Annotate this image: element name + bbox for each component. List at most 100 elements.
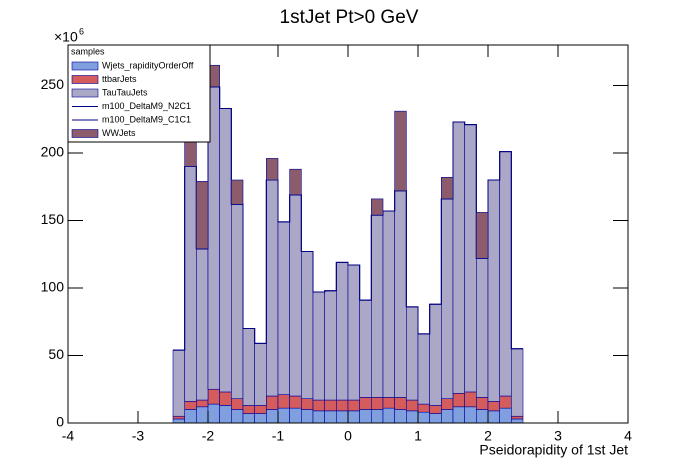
legend-swatch bbox=[71, 61, 99, 71]
histogram-bar bbox=[476, 257, 489, 398]
y-tick-label: 0 bbox=[56, 414, 64, 430]
y-multiplier: ×10 bbox=[54, 29, 78, 45]
legend-label: WWJets bbox=[102, 128, 136, 138]
histogram-bar bbox=[511, 415, 524, 420]
histogram-bar bbox=[511, 418, 524, 424]
histogram-bar bbox=[441, 398, 454, 410]
histogram-bar bbox=[406, 410, 419, 424]
histogram-bar bbox=[196, 248, 209, 401]
histogram-bar bbox=[487, 410, 500, 424]
x-tick-label: -2 bbox=[202, 428, 215, 444]
y-tick-label: 150 bbox=[41, 211, 65, 227]
histogram-bar bbox=[429, 413, 442, 424]
histogram-bar bbox=[382, 407, 395, 424]
histogram-bar bbox=[184, 409, 197, 424]
histogram-bar bbox=[476, 212, 489, 259]
histogram-bar bbox=[499, 407, 512, 424]
histogram-bar bbox=[499, 395, 512, 409]
histogram-bar bbox=[429, 405, 442, 414]
histogram-bar bbox=[172, 415, 185, 420]
histogram-bar bbox=[289, 407, 302, 424]
histogram-bar bbox=[184, 141, 197, 167]
histogram-bar bbox=[289, 168, 302, 196]
histogram-bar bbox=[231, 409, 244, 424]
y-tick-label: 100 bbox=[41, 279, 65, 295]
histogram-bar bbox=[277, 394, 290, 409]
chart-title: 1stJet Pt>0 GeV bbox=[280, 7, 419, 28]
histogram-bar bbox=[511, 348, 524, 417]
histogram-bar bbox=[417, 333, 430, 405]
histogram-bar bbox=[347, 410, 360, 424]
histogram-bar bbox=[464, 391, 477, 408]
histogram-bar bbox=[312, 399, 325, 412]
histogram-bar bbox=[312, 410, 325, 424]
histogram-bar bbox=[184, 166, 197, 402]
histogram-bar bbox=[312, 291, 325, 401]
histogram-bar bbox=[231, 398, 244, 410]
histogram-bar bbox=[382, 397, 395, 409]
histogram-bar bbox=[382, 210, 395, 398]
y-exponent: 6 bbox=[79, 26, 84, 36]
legend-swatch bbox=[71, 88, 99, 98]
histogram-bar bbox=[277, 221, 290, 395]
histogram-bar bbox=[406, 306, 419, 401]
legend-label: ttbarJets bbox=[102, 74, 137, 84]
histogram-bar bbox=[336, 410, 349, 424]
histogram-bar bbox=[324, 410, 337, 424]
histogram-bar bbox=[242, 413, 255, 424]
histogram-bar bbox=[289, 395, 302, 409]
histogram-bar bbox=[394, 409, 407, 424]
histogram-bar bbox=[231, 204, 244, 399]
histogram-bar bbox=[254, 413, 267, 424]
histogram-bar bbox=[242, 405, 255, 414]
histogram-bar bbox=[301, 409, 314, 424]
histogram-bar bbox=[417, 403, 430, 413]
histogram-bar bbox=[301, 398, 314, 410]
histogram-bar bbox=[441, 198, 454, 399]
histogram-bar bbox=[464, 406, 477, 424]
histogram-bar bbox=[172, 418, 185, 424]
legend-title: samples bbox=[71, 46, 105, 56]
histogram-bar bbox=[452, 406, 465, 424]
histogram-bar bbox=[219, 391, 232, 406]
histogram-bar bbox=[452, 121, 465, 394]
histogram-bar bbox=[452, 392, 465, 408]
histogram-bar bbox=[219, 405, 232, 424]
histogram-bar bbox=[476, 409, 489, 424]
x-tick-label: 2 bbox=[484, 428, 492, 444]
x-tick-label: 3 bbox=[554, 428, 562, 444]
histogram-bar bbox=[347, 264, 360, 401]
histogram-bar bbox=[277, 407, 290, 424]
histogram-bar bbox=[219, 108, 232, 393]
histogram-bar bbox=[487, 179, 500, 402]
histogram-bar bbox=[254, 343, 267, 406]
histogram-bar bbox=[441, 177, 454, 200]
histogram-bar bbox=[371, 214, 384, 398]
histogram-bar bbox=[359, 409, 372, 424]
histogram-bar bbox=[336, 399, 349, 412]
histogram-bar bbox=[266, 395, 279, 410]
histogram-bar bbox=[289, 194, 302, 397]
legend-label: m100_DeltaM9_N2C1 bbox=[102, 101, 191, 111]
x-tick-label: -4 bbox=[62, 428, 75, 444]
histogram-bar bbox=[266, 158, 279, 181]
histogram-bar bbox=[301, 251, 314, 399]
histogram-bar bbox=[359, 299, 372, 398]
histogram-bar bbox=[347, 399, 360, 412]
x-axis-label: Pseidorapidity of 1st Jet bbox=[479, 442, 628, 458]
x-tick-label: 1 bbox=[414, 428, 422, 444]
legend-label: Wjets_rapidityOrderOff bbox=[102, 60, 194, 70]
histogram-bar bbox=[266, 409, 279, 424]
histogram-bar bbox=[429, 303, 442, 406]
histogram-bar bbox=[231, 179, 244, 205]
histogram-bar bbox=[487, 401, 500, 412]
y-tick-label: 250 bbox=[41, 76, 65, 92]
histogram-bar bbox=[207, 403, 220, 424]
histogram-bar bbox=[207, 388, 220, 405]
legend-swatch bbox=[71, 75, 99, 84]
y-tick-label: 50 bbox=[48, 346, 64, 362]
histogram-bar bbox=[394, 110, 407, 192]
x-tick-label: 4 bbox=[624, 428, 632, 444]
histogram-bar bbox=[464, 124, 477, 393]
histogram-bar bbox=[371, 198, 384, 216]
